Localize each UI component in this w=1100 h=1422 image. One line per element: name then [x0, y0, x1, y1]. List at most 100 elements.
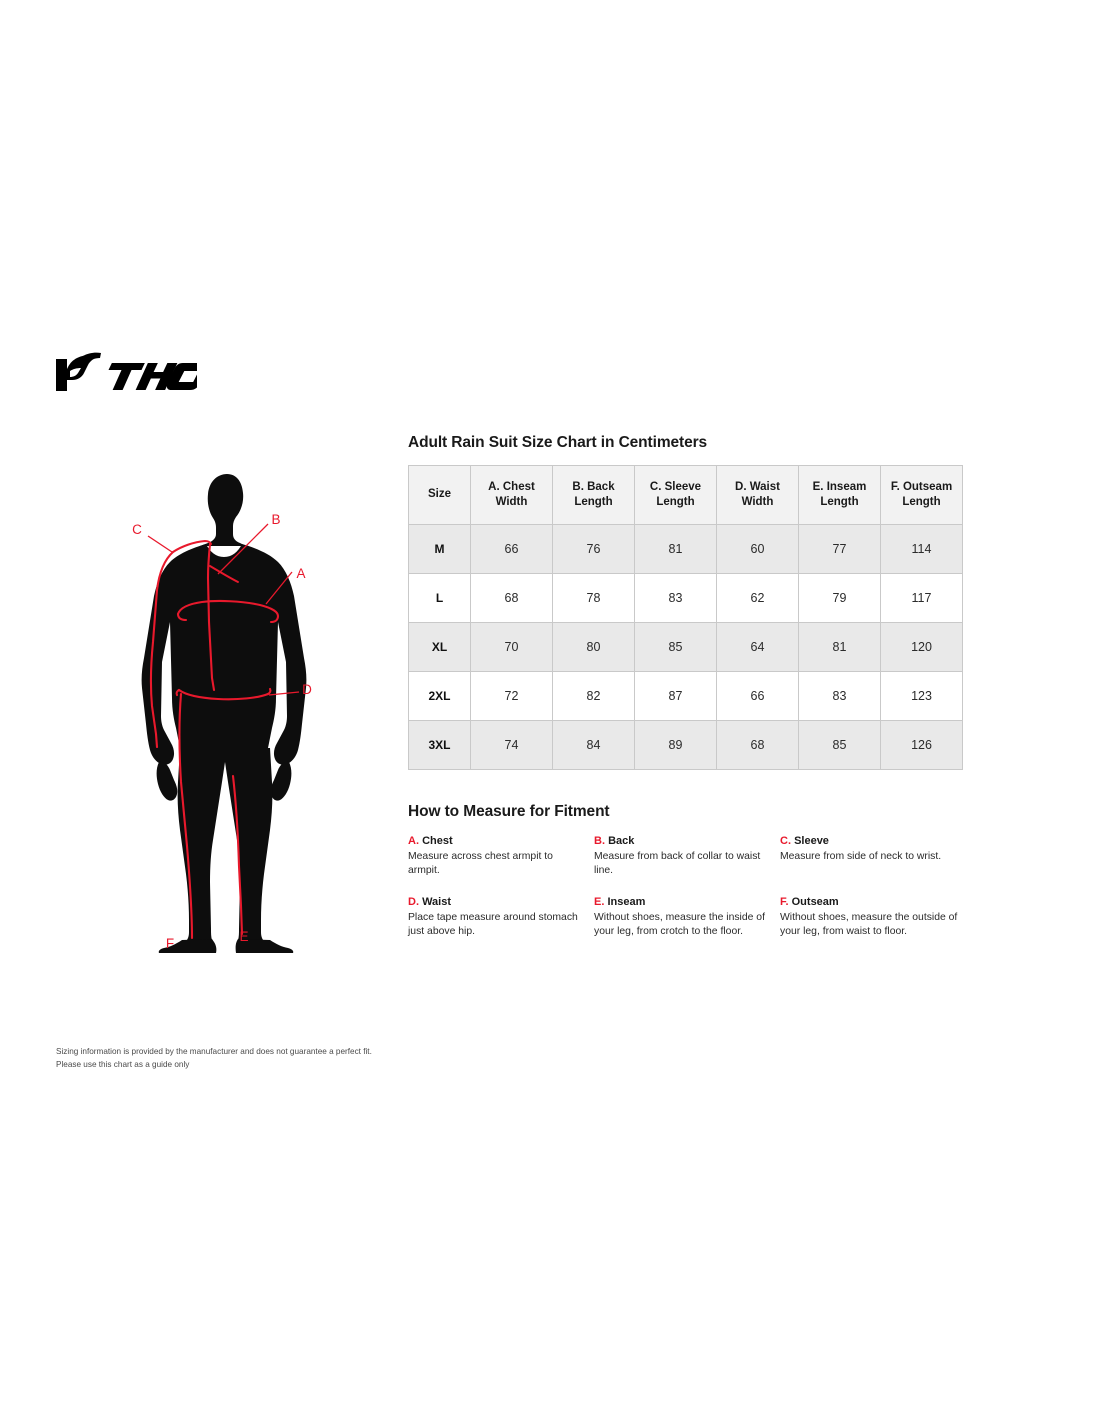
size-chart-table: Size A. Chest Width B. Back Length C. Sl…	[408, 465, 963, 770]
cell-waist-width: 60	[716, 524, 799, 574]
cell-sleeve-length: 89	[634, 720, 717, 770]
column-header-chest-width: A. Chest Width	[470, 465, 553, 525]
cell-sleeve-length: 87	[634, 671, 717, 721]
measure-item-outseam: F. Outseam Without shoes, measure the ou…	[780, 895, 966, 940]
diagram-label-b: B	[271, 512, 280, 527]
column-header-waist-width: D. Waist Width	[716, 465, 799, 525]
thor-logo	[52, 352, 243, 394]
cell-size: XL	[408, 622, 471, 672]
how-to-measure-title: How to Measure for Fitment	[408, 803, 610, 820]
measure-item-inseam: E. Inseam Without shoes, measure the ins…	[594, 895, 780, 940]
sleeve-measure-line-c	[171, 539, 213, 554]
measure-head-outseam: F. Outseam	[780, 895, 958, 909]
measure-item-back: B. Back Measure from back of collar to w…	[594, 834, 780, 879]
page-title: Adult Rain Suit Size Chart in Centimeter…	[408, 434, 708, 451]
cell-chest-width: 66	[470, 524, 553, 574]
cell-outseam-length: 123	[880, 671, 963, 721]
leader-line-d	[268, 691, 300, 696]
column-header-size: Size	[408, 465, 471, 525]
cell-waist-width: 64	[716, 622, 799, 672]
measure-letter-b: B.	[594, 835, 605, 847]
measure-name-back: Back	[608, 835, 635, 847]
measure-desc-chest: Measure across chest armpit to armpit.	[408, 851, 553, 877]
cell-back-length: 80	[552, 622, 635, 672]
body-silhouette	[141, 474, 307, 953]
table-row: M 66 76 81 60 77 114	[408, 524, 963, 574]
cell-inseam-length: 83	[798, 671, 881, 721]
cell-waist-width: 66	[716, 671, 799, 721]
leader-line-c	[147, 535, 173, 553]
cell-size: 3XL	[408, 720, 471, 770]
table-row: L 68 78 83 62 79 117	[408, 573, 963, 623]
measure-item-waist: D. Waist Place tape measure around stoma…	[408, 895, 594, 940]
body-diagram-svg: C B A D E F	[132, 474, 312, 953]
cell-size: 2XL	[408, 671, 471, 721]
measure-letter-a: A.	[408, 835, 419, 847]
diagram-label-a: A	[296, 566, 305, 581]
cell-back-length: 82	[552, 671, 635, 721]
cell-inseam-length: 77	[798, 524, 881, 574]
measure-desc-waist: Place tape measure around stomach just a…	[408, 911, 578, 938]
measurement-lines	[149, 539, 280, 940]
disclaimer-line-2: Please use this chart as a guide only	[56, 1059, 190, 1069]
cell-chest-width: 74	[470, 720, 553, 770]
cell-outseam-length: 126	[880, 720, 963, 770]
leader-lines	[147, 523, 300, 696]
column-header-back-length: B. Back Length	[552, 465, 635, 525]
disclaimer: Sizing information is provided by the ma…	[56, 1046, 476, 1071]
measure-head-chest: A. Chest	[408, 834, 586, 848]
column-header-inseam-length: E. Inseam Length	[798, 465, 881, 525]
thor-logo-svg	[56, 352, 243, 391]
measure-letter-e: E.	[594, 895, 605, 908]
measure-name-chest: Chest	[422, 835, 453, 847]
cell-chest-width: 68	[470, 573, 553, 623]
measure-head-waist: D. Waist	[408, 895, 586, 909]
cell-outseam-length: 117	[880, 573, 963, 623]
cell-outseam-length: 114	[880, 524, 963, 574]
diagram-label-c: C	[132, 522, 142, 537]
cell-chest-width: 72	[470, 671, 553, 721]
cell-back-length: 84	[552, 720, 635, 770]
measure-desc-inseam: Without shoes, measure the inside of you…	[594, 911, 765, 938]
cell-waist-width: 68	[716, 720, 799, 770]
measure-letter-d: D.	[408, 895, 419, 908]
how-to-measure-section: How to Measure for Fitment A. Chest Meas…	[408, 803, 966, 939]
disclaimer-line-1: Sizing information is provided by the ma…	[56, 1047, 372, 1056]
measure-desc-back: Measure from back of collar to waist lin…	[594, 851, 761, 877]
measure-grid: A. Chest Measure across chest armpit to …	[408, 834, 966, 939]
cell-inseam-length: 85	[798, 720, 881, 770]
chest-measure-line-a	[176, 599, 280, 618]
leader-line-b	[217, 523, 269, 575]
leader-line-a	[265, 571, 293, 605]
diagram-labels: C B A D E F	[132, 512, 312, 951]
cell-sleeve-length: 81	[634, 524, 717, 574]
measure-letter-f: F.	[780, 895, 789, 908]
cell-size: M	[408, 524, 471, 574]
table-header-row: Size A. Chest Width B. Back Length C. Sl…	[408, 465, 963, 525]
cell-back-length: 76	[552, 524, 635, 574]
table-row: 2XL 72 82 87 66 83 123	[408, 671, 963, 721]
thor-helmet-icon	[56, 354, 99, 391]
cell-back-length: 78	[552, 573, 635, 623]
back-measure-line-b	[206, 542, 216, 692]
column-header-outseam-length: F. Outseam Length	[880, 465, 963, 525]
thor-helmet-crest-icon	[83, 352, 101, 363]
waist-measure-line-d	[177, 688, 270, 701]
measure-head-back: B. Back	[594, 834, 772, 848]
diagram-label-e: E	[239, 929, 248, 944]
cell-outseam-length: 120	[880, 622, 963, 672]
measure-name-inseam: Inseam	[607, 895, 646, 908]
outseam-measure-line-f	[178, 692, 194, 940]
cell-size: L	[408, 573, 471, 623]
measure-desc-sleeve: Measure from side of neck to wrist.	[780, 851, 942, 863]
cell-sleeve-length: 85	[634, 622, 717, 672]
measure-head-inseam: E. Inseam	[594, 895, 772, 909]
measure-name-sleeve: Sleeve	[794, 835, 829, 847]
thor-wordmark	[108, 363, 241, 390]
body-measurement-diagram: C B A D E F	[126, 462, 336, 954]
measure-item-chest: A. Chest Measure across chest armpit to …	[408, 834, 594, 879]
measure-desc-outseam: Without shoes, measure the outside of yo…	[780, 911, 958, 938]
table-row: XL 70 80 85 64 81 120	[408, 622, 963, 672]
cell-waist-width: 62	[716, 573, 799, 623]
cell-sleeve-length: 83	[634, 573, 717, 623]
